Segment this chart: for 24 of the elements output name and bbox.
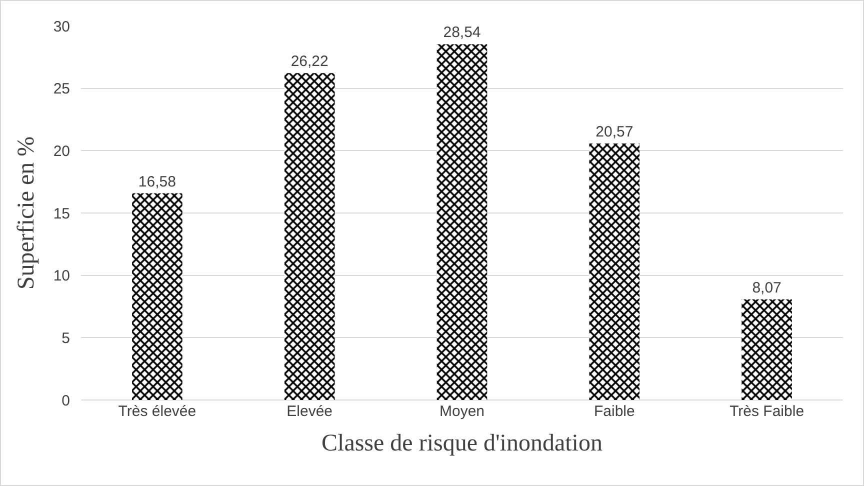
data-label: 16,58 (138, 173, 176, 190)
x-tick-label: Très Faible (730, 403, 804, 420)
y-tick-label: 10 (53, 268, 70, 285)
data-label: 26,22 (290, 53, 328, 70)
x-tick-label: Moyen (439, 403, 485, 420)
data-label: 8,07 (752, 279, 782, 296)
y-tick-label: 25 (53, 80, 70, 98)
y-tick-label: 5 (62, 330, 70, 347)
bar (436, 44, 488, 400)
data-label: 20,57 (596, 124, 634, 141)
x-axis-title: Classe de risque d'inondation (322, 430, 602, 456)
x-tick-label: Elevée (286, 403, 333, 420)
bar (742, 299, 792, 400)
y-tick-label: 0 (62, 392, 70, 410)
y-tick-label: 20 (53, 142, 70, 160)
y-axis-title: Superficie en % (13, 136, 40, 290)
x-tick-label: Très élevée (118, 403, 196, 420)
bar (132, 193, 182, 400)
x-tick-label: Faible (594, 403, 635, 420)
y-tick-label: 15 (53, 205, 70, 222)
y-tick-label: 30 (53, 18, 70, 36)
bar (589, 144, 640, 400)
bar (284, 73, 335, 400)
data-label: 28,54 (443, 24, 481, 42)
